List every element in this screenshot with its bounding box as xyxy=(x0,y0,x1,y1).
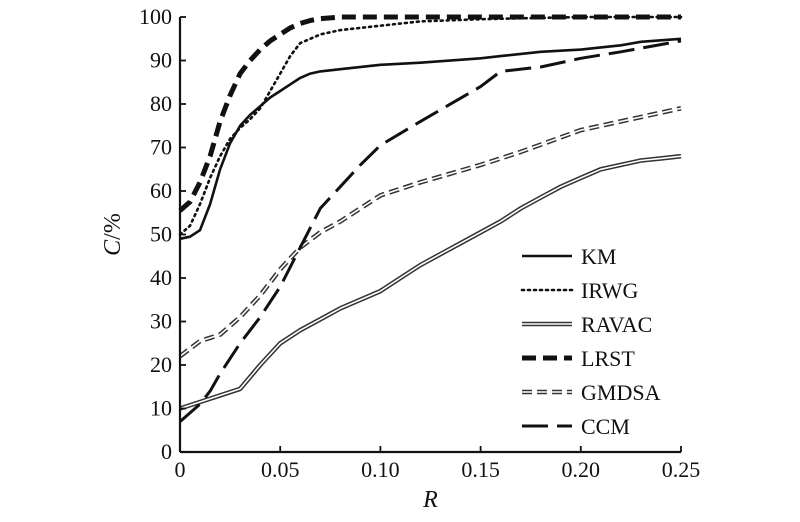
x-tick-label: 0.20 xyxy=(562,457,601,482)
series-ccm xyxy=(179,39,682,423)
y-tick-label: 100 xyxy=(139,4,172,29)
series-gmdsa xyxy=(178,106,682,359)
series-ravac xyxy=(179,153,682,411)
legend-label-irwg: IRWG xyxy=(581,278,639,303)
x-tick-label: 0.05 xyxy=(261,457,300,482)
legend-label-lrst: LRST xyxy=(581,346,635,371)
axes xyxy=(178,16,682,454)
legend-item-lrst: LRST xyxy=(522,346,635,371)
series-irwg xyxy=(178,15,683,236)
y-tick-label: 0 xyxy=(161,439,172,464)
x-tick-label: 0 xyxy=(175,457,186,482)
legend-item-gmdsa: GMDSA xyxy=(522,380,661,405)
series-lrst xyxy=(178,14,681,213)
series-line-lrst xyxy=(178,14,681,213)
legend-item-ccm: CCM xyxy=(522,414,630,439)
legend-item-km: KM xyxy=(522,244,616,269)
y-tick-label: 20 xyxy=(150,352,172,377)
y-tick-label: 50 xyxy=(150,222,172,247)
y-axis-label: C/% xyxy=(100,213,126,256)
y-tick-label: 40 xyxy=(150,265,172,290)
y-tick-label: 10 xyxy=(150,396,172,421)
x-tick-label: 0.15 xyxy=(461,457,500,482)
legend-item-ravac: RAVAC xyxy=(522,312,652,337)
x-tick-label: 0.25 xyxy=(662,457,701,482)
y-tick-label: 80 xyxy=(150,91,172,116)
y-tick-label: 70 xyxy=(150,135,172,160)
y-axis-label-var: C xyxy=(100,239,126,256)
tick-labels: 0 10 20 30 40 50 60 70 80 90 100 0 0.05 0.10 0.15 0.20 0… xyxy=(139,4,700,482)
x-axis-label: R xyxy=(422,487,438,513)
legend: KM IRWG RAVAC LRST GMDSA CCM xyxy=(520,244,661,439)
x-tick-label: 0.10 xyxy=(361,457,400,482)
y-tick-label: 90 xyxy=(150,48,172,73)
legend-label-ravac: RAVAC xyxy=(581,312,652,337)
legend-label-ccm: CCM xyxy=(581,414,630,439)
series-line-ravac-inner xyxy=(179,155,682,410)
series-km xyxy=(179,37,682,241)
legend-label-km: KM xyxy=(581,244,616,269)
y-tick-label: 30 xyxy=(150,309,172,334)
legend-item-irwg: IRWG xyxy=(520,278,639,303)
y-axis-label-unit: /% xyxy=(100,213,126,240)
legend-label-gmdsa: GMDSA xyxy=(581,380,661,405)
series-line-ccm xyxy=(179,39,682,423)
series-line-gmdsa-inner xyxy=(179,107,682,357)
series-lines xyxy=(178,14,683,423)
series-line-km xyxy=(179,37,682,241)
series-line-irwg xyxy=(178,15,683,236)
y-tick-label: 60 xyxy=(150,178,172,203)
